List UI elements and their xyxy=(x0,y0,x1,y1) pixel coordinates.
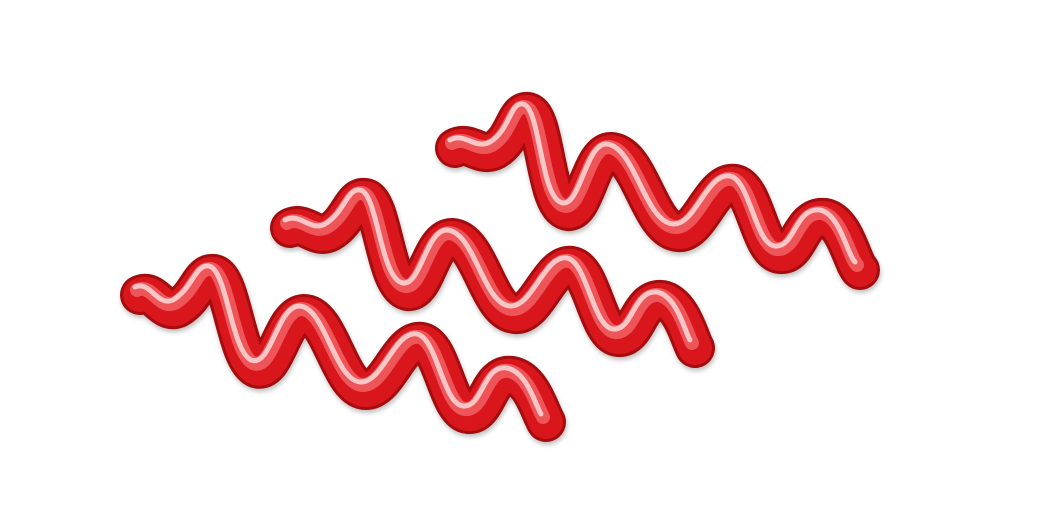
ketchup-squiggle-2 xyxy=(270,178,715,368)
ketchup-squiggle-3 xyxy=(120,254,566,442)
ketchup-squiggle-1 xyxy=(435,92,880,290)
squiggle-shine xyxy=(282,187,693,343)
squiggle-shine xyxy=(447,101,858,265)
squiggle-shine xyxy=(132,263,544,417)
squiggle-group xyxy=(120,92,880,442)
